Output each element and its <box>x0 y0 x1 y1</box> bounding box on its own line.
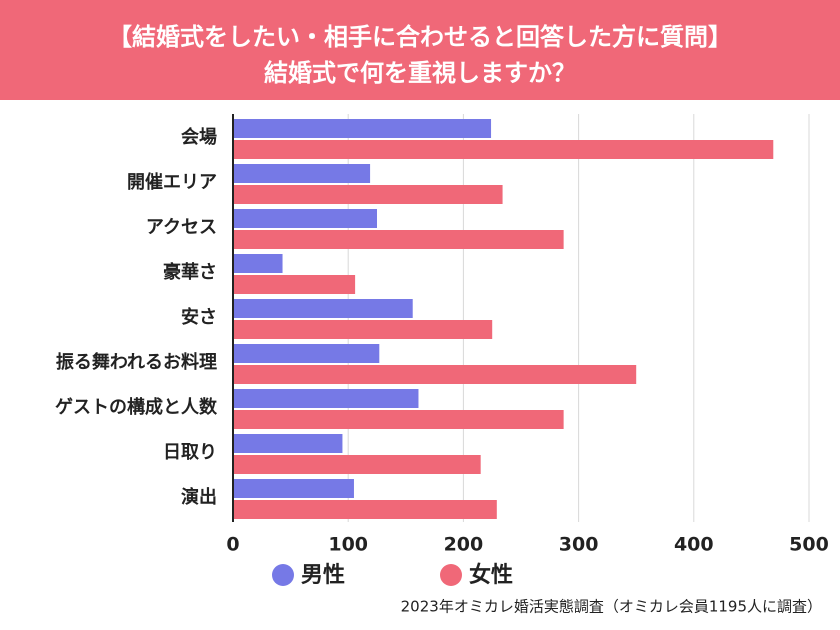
bar <box>233 455 481 474</box>
bar <box>233 344 380 363</box>
y-tick-label: 演出 <box>181 486 217 508</box>
source-note: 2023年オミカレ婚活実態調査（オミカレ会員1195人に調査） <box>401 598 822 616</box>
chart-title: 【結婚式をしたい・相手に合わせると回答した方に質問】 <box>108 23 732 51</box>
bar <box>233 140 774 159</box>
bar <box>233 185 503 204</box>
y-tick-label: 会場 <box>181 126 217 148</box>
x-tick-label: 400 <box>674 534 714 556</box>
legend-label: 女性 <box>469 562 513 588</box>
legend-swatch <box>272 564 294 586</box>
y-tick-label: 開催エリア <box>127 171 217 193</box>
y-tick-label: ゲストの構成と人数 <box>55 396 218 418</box>
bar <box>233 500 497 519</box>
bar <box>233 479 354 498</box>
bar <box>233 230 564 249</box>
bar <box>233 365 637 384</box>
bar <box>233 320 493 339</box>
bar <box>233 299 413 318</box>
x-tick-label: 0 <box>226 534 239 556</box>
bar <box>233 434 343 453</box>
bar <box>233 389 419 408</box>
header-band <box>0 0 840 100</box>
x-tick-label: 500 <box>789 534 829 556</box>
bar <box>233 119 492 138</box>
chart-subtitle: 結婚式で何を重視しますか？ <box>264 59 576 87</box>
bar <box>233 275 356 294</box>
bar <box>233 254 283 273</box>
x-tick-label: 300 <box>559 534 599 556</box>
y-tick-label: 豪華さ <box>163 261 217 283</box>
y-tick-label: 日取り <box>163 442 217 463</box>
y-tick-label: アクセス <box>146 217 217 238</box>
y-tick-label: 安さ <box>181 306 217 328</box>
bar <box>233 164 371 183</box>
legend-swatch <box>440 564 462 586</box>
legend-label: 男性 <box>301 563 345 588</box>
bar <box>233 209 377 228</box>
x-tick-label: 100 <box>328 534 368 556</box>
bar <box>233 410 564 429</box>
x-tick-label: 200 <box>444 534 484 556</box>
y-tick-label: 振る舞われるお料理 <box>56 351 217 373</box>
